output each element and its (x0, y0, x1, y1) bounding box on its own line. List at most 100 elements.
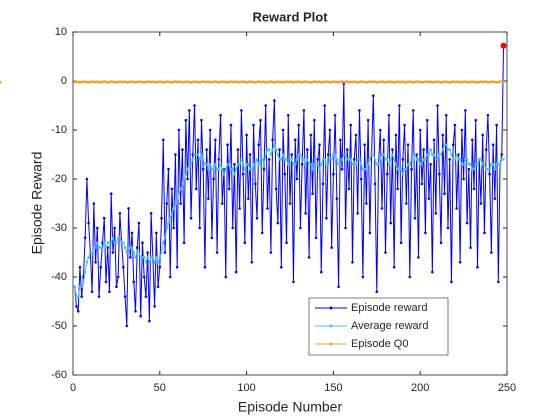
point (437, 172, 441, 176)
point (87, 256, 90, 259)
point (217, 158, 221, 161)
point (264, 153, 267, 156)
point (285, 241, 288, 244)
x-tick-label: 100 (237, 382, 255, 394)
point (306, 148, 309, 151)
point (156, 285, 160, 289)
point (170, 187, 174, 191)
point (252, 123, 255, 127)
point (418, 128, 422, 132)
point (208, 128, 212, 132)
point (375, 290, 379, 294)
point (488, 172, 491, 176)
point (326, 163, 330, 166)
point (424, 231, 427, 235)
point (75, 305, 78, 308)
point (174, 153, 177, 156)
point (399, 167, 403, 171)
point (405, 202, 408, 205)
point (160, 251, 163, 254)
point (243, 167, 247, 171)
legend-swatch-marker (329, 342, 333, 346)
point (118, 212, 122, 215)
point (405, 167, 408, 171)
point (313, 118, 316, 122)
point (179, 202, 182, 205)
point (502, 80, 505, 84)
y-tick-label: -60 (51, 369, 67, 381)
point (135, 246, 139, 249)
point (182, 241, 186, 244)
point (491, 163, 495, 166)
point (396, 187, 399, 191)
point (153, 261, 156, 264)
point (167, 167, 170, 171)
point (227, 163, 231, 166)
point (333, 153, 337, 156)
point (372, 153, 375, 156)
point (208, 163, 212, 166)
point (323, 104, 327, 107)
point (306, 158, 309, 161)
point (262, 167, 266, 171)
point (198, 158, 202, 161)
point (470, 138, 474, 142)
point (330, 246, 333, 249)
point (127, 207, 130, 210)
point (158, 265, 162, 269)
point (85, 261, 89, 264)
point (377, 163, 380, 166)
point (441, 148, 445, 151)
point (148, 261, 151, 264)
point (420, 182, 424, 186)
point (319, 163, 323, 166)
point (189, 163, 193, 166)
point (288, 163, 292, 166)
point (274, 187, 278, 191)
point (319, 270, 323, 274)
point (481, 133, 484, 137)
point (257, 143, 261, 146)
point (198, 226, 202, 230)
point (155, 231, 158, 235)
point (177, 192, 181, 195)
point (96, 241, 99, 244)
point (444, 143, 448, 146)
point (123, 295, 127, 298)
point (240, 158, 243, 161)
point (238, 207, 241, 210)
point (462, 163, 465, 166)
point (179, 187, 182, 191)
point (443, 192, 446, 195)
point (297, 123, 300, 127)
point (352, 158, 356, 161)
point (158, 256, 162, 259)
point (368, 231, 372, 235)
point (137, 221, 141, 225)
point (432, 138, 436, 142)
point (196, 153, 200, 156)
point (175, 265, 179, 269)
point (111, 251, 115, 254)
point (422, 148, 425, 151)
point (293, 163, 297, 166)
point (389, 221, 392, 225)
point (94, 261, 97, 264)
point (408, 275, 412, 279)
point (182, 177, 186, 181)
point (85, 177, 89, 181)
point (288, 202, 292, 205)
point (382, 138, 386, 142)
point (339, 163, 342, 166)
point (219, 163, 222, 166)
point (184, 118, 188, 122)
point (285, 158, 288, 161)
point (146, 256, 149, 259)
point (220, 202, 224, 205)
point (365, 167, 368, 171)
point (142, 275, 146, 279)
point (337, 285, 340, 289)
point (128, 256, 132, 259)
point (354, 133, 358, 137)
point (387, 114, 391, 117)
